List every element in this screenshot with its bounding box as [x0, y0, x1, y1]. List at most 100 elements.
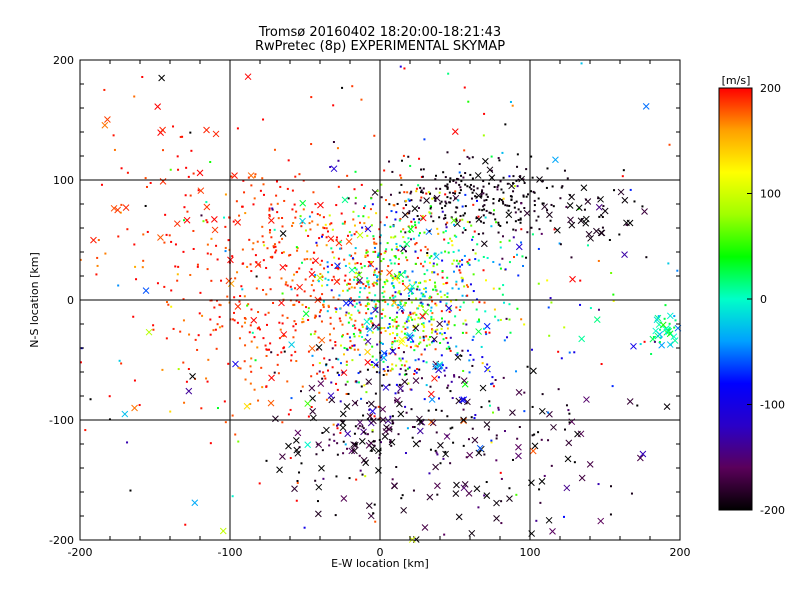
data-point: [442, 217, 445, 220]
data-point: [322, 226, 325, 229]
data-point: [497, 231, 500, 234]
data-point: [621, 175, 624, 178]
data-point-cross: [419, 214, 427, 222]
data-point: [673, 326, 676, 329]
data-point: [436, 493, 439, 496]
data-point: [223, 400, 226, 403]
data-point: [254, 359, 257, 362]
data-point: [548, 334, 551, 337]
data-point-cross: [268, 374, 275, 382]
data-point: [144, 204, 147, 207]
data-point: [467, 100, 470, 103]
data-point: [268, 215, 271, 218]
data-point: [537, 282, 540, 285]
data-point: [104, 252, 107, 255]
data-point: [382, 356, 385, 359]
data-point: [618, 233, 621, 236]
data-point: [210, 237, 213, 240]
data-point: [444, 204, 447, 207]
data-point: [483, 453, 486, 456]
data-point: [650, 352, 653, 355]
data-point: [407, 297, 410, 300]
data-point: [430, 318, 433, 321]
data-point: [422, 322, 425, 325]
data-point-cross: [601, 207, 609, 215]
data-point: [294, 287, 297, 290]
data-point: [289, 253, 292, 256]
data-point: [399, 65, 402, 68]
data-point: [281, 216, 284, 219]
data-point: [261, 386, 264, 389]
data-point-cross: [232, 360, 239, 368]
data-point: [451, 262, 454, 265]
data-point: [521, 255, 524, 258]
data-point: [391, 277, 394, 280]
data-point: [365, 391, 368, 394]
data-point: [294, 216, 297, 219]
data-point: [423, 348, 426, 351]
data-point: [219, 304, 222, 307]
data-point-cross: [653, 316, 661, 324]
data-point: [440, 327, 443, 330]
data-point: [366, 368, 369, 371]
data-point: [419, 336, 422, 339]
data-point: [108, 395, 111, 398]
data-point: [382, 257, 385, 260]
data-point: [395, 383, 398, 386]
data-point: [338, 374, 341, 377]
data-point: [347, 282, 350, 285]
data-point: [268, 213, 271, 216]
data-point: [314, 330, 317, 333]
data-point: [409, 313, 412, 316]
data-point: [216, 258, 219, 261]
data-point: [382, 286, 385, 289]
data-point: [416, 368, 419, 371]
data-point: [450, 300, 453, 303]
data-point: [497, 408, 500, 411]
data-point: [96, 264, 99, 267]
data-point: [412, 237, 415, 240]
data-point: [417, 307, 420, 310]
data-point: [371, 430, 374, 433]
data-point: [309, 258, 312, 261]
data-point: [399, 230, 402, 233]
data-point: [428, 472, 431, 475]
data-point: [455, 345, 458, 348]
data-point: [504, 268, 507, 271]
data-point-cross: [580, 184, 588, 192]
data-point: [480, 345, 483, 348]
data-point: [403, 191, 406, 194]
data-point: [380, 331, 383, 334]
y-tick-label: -200: [49, 534, 74, 547]
data-point: [298, 471, 301, 474]
data-point: [474, 195, 477, 198]
data-point: [89, 398, 92, 401]
data-point: [347, 312, 350, 315]
data-point: [541, 393, 544, 396]
data-point: [427, 191, 430, 194]
data-point: [424, 245, 427, 248]
data-point-cross: [267, 399, 275, 407]
data-point: [183, 206, 186, 209]
data-point: [469, 183, 472, 186]
data-point: [340, 247, 343, 250]
data-point: [231, 318, 234, 321]
data-point: [337, 257, 340, 260]
data-point: [442, 457, 445, 460]
data-point: [382, 374, 385, 377]
data-point: [383, 369, 386, 372]
data-point-cross: [445, 304, 453, 312]
data-point-cross: [412, 324, 420, 332]
data-point: [560, 186, 563, 189]
data-point: [292, 336, 295, 339]
data-point: [380, 312, 383, 315]
data-point: [417, 234, 420, 237]
data-point: [458, 191, 461, 194]
data-point: [407, 155, 410, 158]
data-point: [438, 191, 441, 194]
data-point: [446, 323, 449, 326]
data-point: [142, 233, 145, 236]
x-tick-label: 200: [670, 546, 691, 559]
data-point: [206, 243, 209, 246]
data-point: [280, 351, 283, 354]
